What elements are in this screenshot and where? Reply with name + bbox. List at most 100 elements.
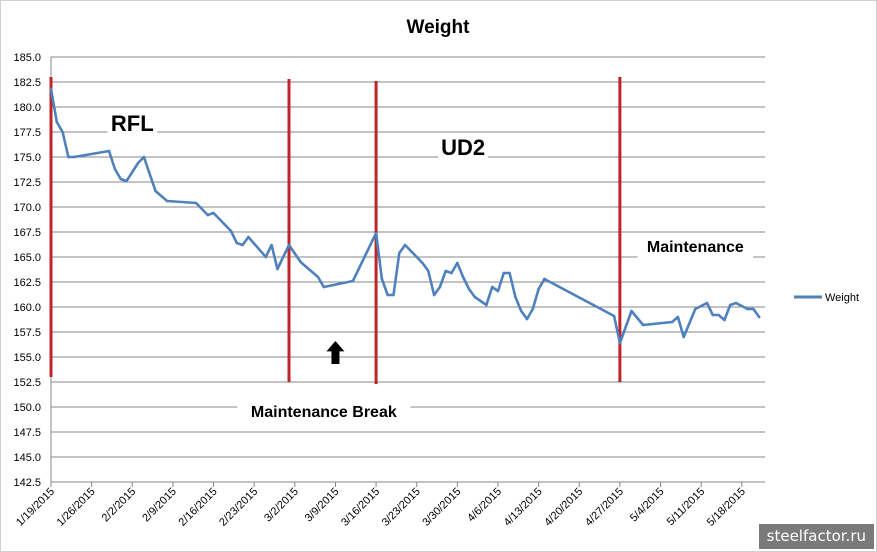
annotation-text: RFL: [111, 111, 154, 136]
y-tick-label: 167.5: [13, 227, 41, 239]
data-point: [276, 267, 279, 271]
data-point: [670, 320, 674, 324]
watermark: steelfactor.ru: [758, 524, 874, 549]
data-point: [467, 287, 471, 291]
series-layer: [49, 87, 761, 345]
data-point: [618, 341, 622, 345]
data-point: [630, 309, 633, 313]
y-tick-label: 177.5: [13, 127, 41, 139]
y-tick-label: 172.5: [13, 177, 41, 189]
x-tick-label: 3/30/2015: [420, 486, 463, 529]
annotation-text: Maintenance: [647, 239, 744, 256]
data-point: [508, 271, 511, 275]
data-point: [531, 307, 535, 311]
annotation-bg: [107, 109, 158, 139]
data-point: [519, 309, 523, 313]
y-tick-label: 145.0: [13, 452, 41, 464]
data-point: [525, 317, 529, 321]
y-tick-label: 175.0: [13, 152, 41, 164]
data-point: [485, 303, 488, 307]
x-tick-label: 5/4/2015: [628, 486, 667, 525]
data-point: [235, 241, 239, 245]
data-point: [316, 275, 320, 279]
x-tick-label: 2/16/2015: [177, 486, 220, 529]
data-point: [299, 260, 302, 264]
data-point: [612, 314, 616, 318]
data-point: [380, 277, 384, 281]
data-point: [450, 271, 453, 275]
data-point: [119, 177, 122, 181]
x-tick-label: 3/2/2015: [262, 486, 301, 525]
x-tick-label: 3/23/2015: [380, 486, 423, 529]
data-point: [641, 323, 645, 327]
y-tick-label: 155.0: [13, 352, 41, 364]
data-point: [287, 243, 291, 247]
data-point: [322, 285, 326, 289]
annotation-text: Maintenance Break: [251, 404, 397, 421]
data-point: [386, 293, 390, 297]
data-point: [490, 285, 494, 289]
annotations: RFL UD2 Maintenance Maintenance Break: [107, 109, 754, 425]
data-point: [456, 261, 459, 265]
data-point: [514, 295, 517, 299]
y-tick-label: 180.0: [13, 102, 41, 114]
data-point: [473, 295, 477, 299]
x-tick-label: 3/16/2015: [339, 486, 382, 529]
data-point: [438, 285, 442, 289]
y-tick-label: 157.5: [13, 327, 41, 339]
data-point: [711, 313, 715, 317]
y-tick-label: 165.0: [13, 252, 41, 264]
data-point: [676, 315, 680, 319]
y-tick-label: 142.5: [13, 477, 41, 489]
y-axis: 142.5 145.0 147.5 150.0 152.5 155.0 157.5 160.0…: [13, 52, 52, 489]
data-point: [723, 318, 726, 322]
data-point: [270, 243, 273, 247]
y-tick-label: 147.5: [13, 427, 41, 439]
data-point: [757, 315, 761, 319]
data-point: [165, 199, 169, 203]
data-point: [61, 130, 64, 134]
data-point: [194, 201, 198, 205]
data-point: [351, 279, 355, 283]
data-point: [705, 301, 709, 305]
up-arrow-icon: [326, 341, 345, 364]
data-point: [212, 211, 215, 215]
data-point: [496, 289, 500, 293]
data-point: [136, 161, 140, 165]
data-point: [502, 271, 506, 275]
data-point: [374, 231, 378, 235]
data-point: [113, 167, 117, 171]
x-tick-label: 2/2/2015: [100, 486, 139, 525]
data-point: [55, 120, 59, 124]
data-point: [398, 251, 401, 255]
x-tick-label: 4/13/2015: [502, 486, 545, 529]
annotation-bg: [237, 401, 411, 425]
data-point: [752, 307, 755, 311]
data-point: [264, 255, 268, 259]
data-point: [107, 149, 111, 153]
data-point: [537, 287, 540, 291]
data-point: [67, 155, 70, 159]
data-point: [241, 243, 244, 247]
data-point: [682, 335, 685, 339]
series-line-weight: [49, 88, 761, 345]
data-point: [427, 269, 430, 273]
data-point: [543, 277, 546, 281]
data-point: [432, 293, 436, 297]
data-point: [717, 313, 720, 317]
x-tick-label: 1/26/2015: [55, 486, 98, 529]
data-point: [403, 243, 407, 247]
x-tick-label: 5/11/2015: [665, 486, 708, 529]
data-point: [206, 213, 209, 217]
data-point: [392, 293, 395, 297]
annotation-bg: [438, 133, 488, 163]
x-tick-label: 4/6/2015: [465, 486, 504, 525]
y-tick-label: 150.0: [13, 402, 41, 414]
data-point: [49, 87, 53, 91]
x-tick-label: 2/23/2015: [217, 486, 260, 529]
legend: Weight: [794, 292, 859, 304]
data-point: [125, 179, 128, 183]
